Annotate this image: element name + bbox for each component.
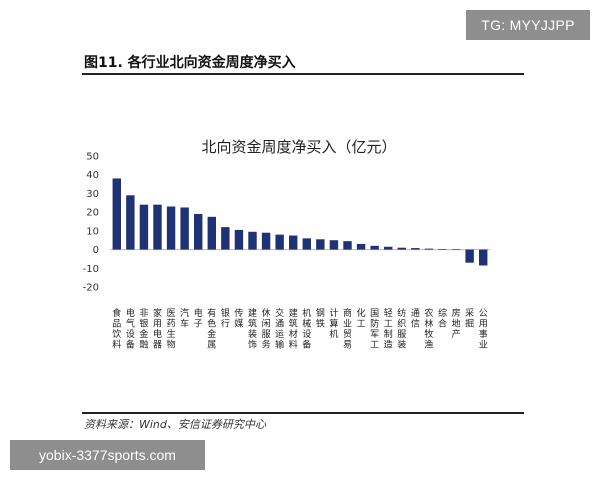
watermark-bottom: yobix-3377sports.com [10,440,205,470]
bar [370,245,379,250]
bar [248,231,257,250]
bar [384,246,393,250]
bar [316,239,325,250]
category-label: 交通运输 [275,307,284,351]
y-tick-label: 10 [86,226,99,237]
category-labels: 食品饮料电气设备非银金融家用电器医药生物汽车电子有色金属银行传媒建筑装饰休闲服务… [112,307,487,351]
category-label: 商业贸易 [343,307,352,351]
bar [194,214,203,250]
y-tick-label: 0 [93,245,99,256]
bar [438,249,447,250]
bar [465,249,474,263]
category-label: 有色金属 [207,307,216,351]
bar [411,248,420,250]
category-label: 汽车 [180,307,189,330]
bar [356,243,366,250]
top-divider [82,73,524,75]
category-label: 计算机 [329,307,338,340]
category-label: 休闲服务 [262,307,271,351]
bar [261,232,271,250]
bar [289,235,298,250]
category-label: 国防军工 [370,308,379,351]
bar [166,206,176,250]
category-label: 医药生物 [167,308,176,351]
bar [479,249,488,266]
bottom-divider [82,412,524,414]
y-tick-label: 50 [86,152,99,163]
y-tick-label: 20 [86,208,99,219]
bar [207,216,216,250]
category-label: 综合 [438,307,447,330]
bar [275,234,284,250]
bar [126,195,135,250]
category-label: 建筑装饰 [248,307,257,351]
bar [112,178,121,250]
y-tick-label: 40 [86,170,99,181]
category-label: 非银金融 [139,307,148,351]
category-label: 钢铁 [316,307,325,330]
bar [424,248,434,250]
category-label: 化工 [357,307,366,330]
category-label: 通信 [411,308,420,330]
y-tick-label: -20 [83,283,99,294]
category-label: 电子 [194,307,203,330]
bar [221,227,230,250]
category-label: 机械设备 [302,307,311,351]
category-label: 家用电器 [153,307,162,351]
y-tick-label: 30 [86,189,99,200]
category-label: 农林牧渔 [424,307,433,351]
bar [343,241,352,250]
source-note: 资料来源：Wind、安信证券研究中心 [84,418,266,431]
category-label: 电气设备 [126,307,135,351]
chart-title: 北向资金周度净买入（亿元） [201,138,396,156]
category-label: 采掘 [465,308,474,330]
watermark-top: TG: MYYJJPP [466,10,590,40]
category-label: 建筑材料 [289,307,298,351]
bar [139,204,149,250]
category-label: 食品饮料 [112,307,121,351]
y-axis: 50 40 30 20 10 0 -10 -20 [83,152,99,294]
category-label: 银行 [221,307,230,330]
bar [397,247,406,250]
figure-title: 图11. 各行业北向资金周度净买入 [84,55,296,71]
category-label: 纺织服装 [397,307,406,351]
category-label: 公用事业 [479,308,488,351]
bar [302,238,311,250]
y-tick-label: -10 [83,264,99,275]
bar [451,249,461,250]
category-label: 传媒 [234,307,243,330]
bar [180,207,189,250]
bar [234,229,244,250]
bar [329,240,339,250]
bars [112,178,488,266]
bar [153,204,162,250]
category-label: 房地产 [452,307,461,340]
category-label: 轻工制造 [384,307,393,351]
